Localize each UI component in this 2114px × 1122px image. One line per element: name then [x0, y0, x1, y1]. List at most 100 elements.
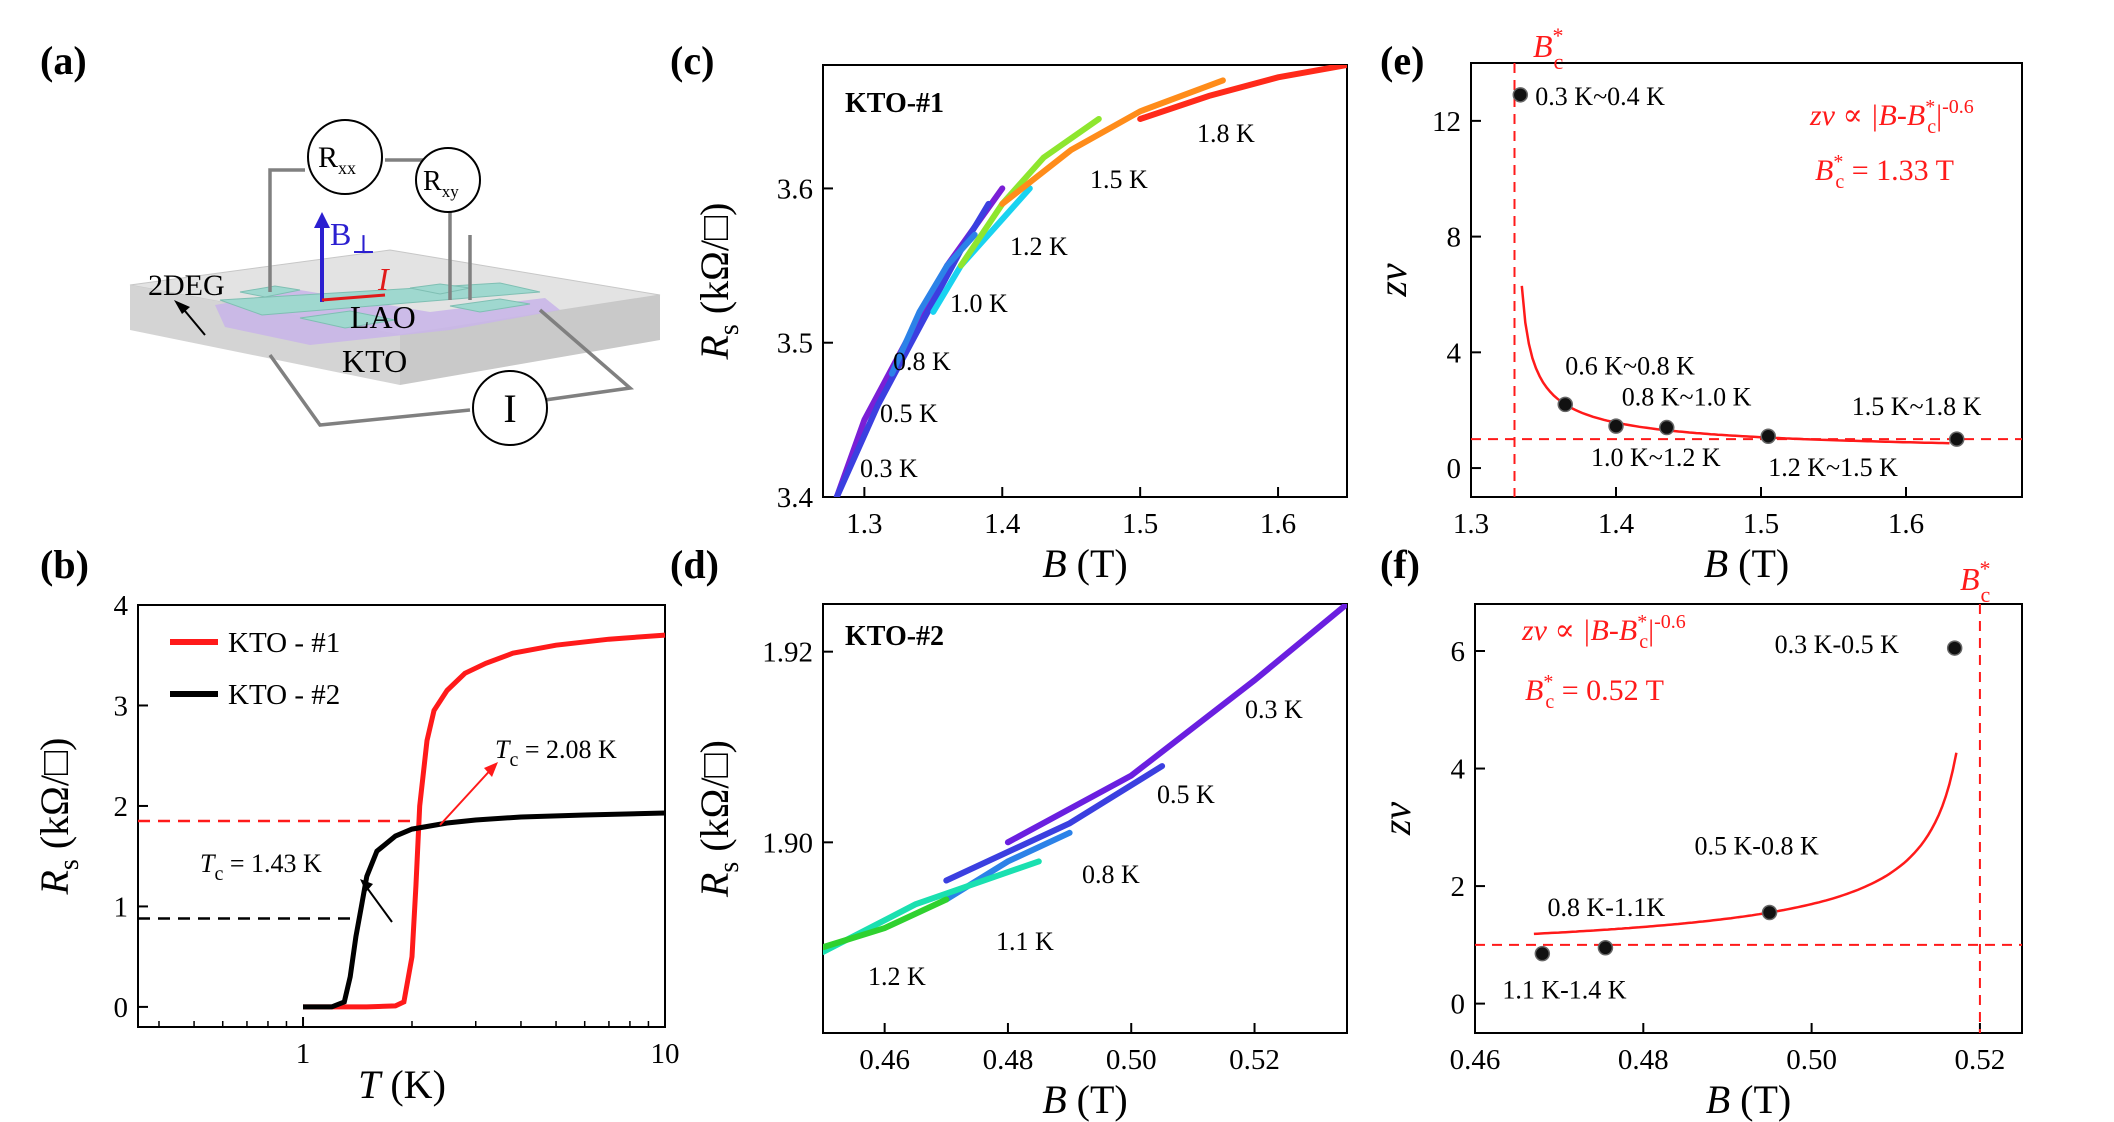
tc-value: = 1.43 K — [223, 849, 322, 878]
axis-label-unit: (T) — [1067, 541, 1128, 586]
series-label: 1.5 K — [1090, 165, 1148, 194]
bc-sub: c — [1554, 49, 1564, 74]
series-label: 1.8 K — [1197, 119, 1255, 148]
axis-label-symbol: zν — [1374, 802, 1419, 837]
y-tick-label: 4 — [1451, 754, 1466, 786]
bc-sub: c — [1981, 582, 1991, 607]
series-line — [999, 77, 1226, 207]
point-label: 1.2 K~1.5 K — [1768, 453, 1898, 482]
panel-f-zv-kto2: 0.46 0.48 0.50 0.52 0 2 4 6 1.1 K-1.4 K 0.8 K-1.1… — [1374, 556, 2023, 1122]
series-line — [823, 896, 950, 951]
tc-symbol: T — [495, 735, 511, 764]
axis-label-unit: (kΩ/□) — [32, 738, 77, 860]
axis-label-symbol: B — [1704, 541, 1728, 586]
formula-bar: | — [1648, 614, 1654, 647]
axis-label-symbol: B — [1706, 1077, 1730, 1122]
y-tick-label: 3.6 — [777, 173, 813, 205]
rxx-meter — [307, 119, 383, 195]
rxy-label: Rxy — [423, 166, 459, 201]
point-label: 0.6 K~0.8 K — [1565, 351, 1695, 380]
x-tick-label: 0.52 — [1955, 1044, 2006, 1076]
chart-title: KTO-#2 — [845, 621, 944, 652]
plot-frame — [1474, 603, 2023, 1034]
point-label: 0.5 K-0.8 K — [1695, 832, 1819, 861]
x-tick-label: 1 — [296, 1038, 311, 1070]
axis-label-unit: (T) — [1728, 541, 1789, 586]
y-tick-label: 1 — [114, 891, 129, 923]
x-axis-label: B (T) — [1706, 1077, 1792, 1122]
series-label: 1.0 K — [950, 289, 1008, 318]
x-tick-label: 0.46 — [859, 1044, 910, 1076]
panel-label-f: (f) — [1380, 542, 1420, 587]
y-axis-label: zν — [1374, 802, 1419, 837]
series-group — [823, 604, 1347, 955]
current-label: I — [377, 261, 390, 297]
y-axis-label: Rs (kΩ/□) — [692, 203, 745, 361]
tc-symbol: T — [200, 849, 216, 878]
rxy-meter — [415, 147, 481, 213]
x-axis-label: T (K) — [358, 1062, 446, 1107]
panel-label-c: (c) — [670, 38, 714, 83]
x-tick-label: 0.48 — [983, 1044, 1034, 1076]
x-tick-label: 0.50 — [1106, 1044, 1157, 1076]
data-point — [1761, 904, 1778, 921]
y-tick-label: 6 — [1451, 636, 1466, 668]
critical-field-label: B* c — [1533, 23, 1564, 74]
panel-c-kto1-crossing: 1.3 1.4 1.5 1.6 3.4 3.5 3.6 0.3 K 0.5 K 0.8 K 1.0 … — [692, 64, 1348, 586]
x-tick-label: 1.3 — [846, 508, 882, 540]
fit-curve — [1520, 285, 1950, 445]
axis-label-symbol: B — [1042, 541, 1066, 586]
y-tick-label: 4 — [114, 590, 129, 622]
axis-label-unit: (kΩ/□) — [692, 740, 737, 862]
legend-label: KTO - #2 — [228, 679, 340, 711]
lao-label: LAO — [350, 299, 416, 335]
data-point — [1597, 940, 1614, 956]
bc-value: B* c = 1.33 T — [1815, 151, 1954, 193]
x-tick-label: 0.48 — [1618, 1044, 1669, 1076]
critical-field-label: B* c — [1960, 556, 1991, 607]
x-tick-label: 1.6 — [1888, 508, 1924, 540]
axis-label-symbol: zν — [1370, 263, 1415, 298]
formula-sub: c — [1927, 116, 1936, 138]
formula-main: zν ∝ |B-B — [1809, 99, 1925, 132]
series-label: 0.8 K — [893, 347, 951, 376]
bc-value: B* c = 0.52 T — [1525, 671, 1664, 713]
series-label: 0.5 K — [880, 399, 938, 428]
y-tick-label: 2 — [1451, 871, 1466, 903]
bc-symbol: B — [1533, 28, 1553, 64]
series-label: 1.2 K — [1010, 232, 1068, 261]
y-axis-label: Rs (kΩ/□) — [32, 738, 85, 896]
fit-curve — [1533, 752, 1958, 936]
x-tick-label: 10 — [651, 1038, 680, 1070]
series-label: 0.8 K — [1082, 860, 1140, 889]
series-line — [303, 810, 666, 1010]
tc-arrow — [439, 764, 496, 826]
bc-sup: * — [1980, 556, 1991, 581]
formula-bar: | — [1936, 99, 1942, 132]
point-label: 1.0 K~1.2 K — [1591, 443, 1721, 472]
tc-value: = 2.08 K — [518, 735, 617, 764]
x-axis-label: B (T) — [1704, 541, 1790, 586]
axis-label-unit: (K) — [380, 1062, 446, 1107]
point-label: 0.3 K~0.4 K — [1535, 82, 1665, 111]
point-label: 0.8 K-1.1K — [1547, 893, 1665, 922]
bc-value-sub: c — [1835, 171, 1844, 193]
axis-label-symbol: R — [692, 873, 737, 898]
tc-arrowhead — [484, 762, 498, 777]
y-axis-label: zν — [1370, 263, 1415, 298]
series-line — [957, 116, 1102, 269]
tc-annotation: Tc = 2.08 K — [495, 735, 617, 771]
y-tick-label: 2 — [114, 791, 129, 823]
twodeg-label: 2DEG — [148, 269, 225, 302]
bc-value-text: = 1.33 T — [1844, 154, 1954, 187]
formula-exp: -0.6 — [1942, 96, 1974, 118]
point-label: 1.1 K-1.4 K — [1502, 976, 1626, 1005]
x-tick-label: 1.5 — [1743, 508, 1779, 540]
x-tick-label: 1.3 — [1453, 508, 1489, 540]
b-field-arrowhead — [314, 212, 330, 228]
series-line — [888, 231, 978, 377]
series-label: 0.3 K — [860, 454, 918, 483]
b-field-label: B⊥ — [330, 216, 376, 259]
point-label: 0.3 K-0.5 K — [1775, 630, 1899, 659]
y-tick-label: 3 — [114, 690, 129, 722]
